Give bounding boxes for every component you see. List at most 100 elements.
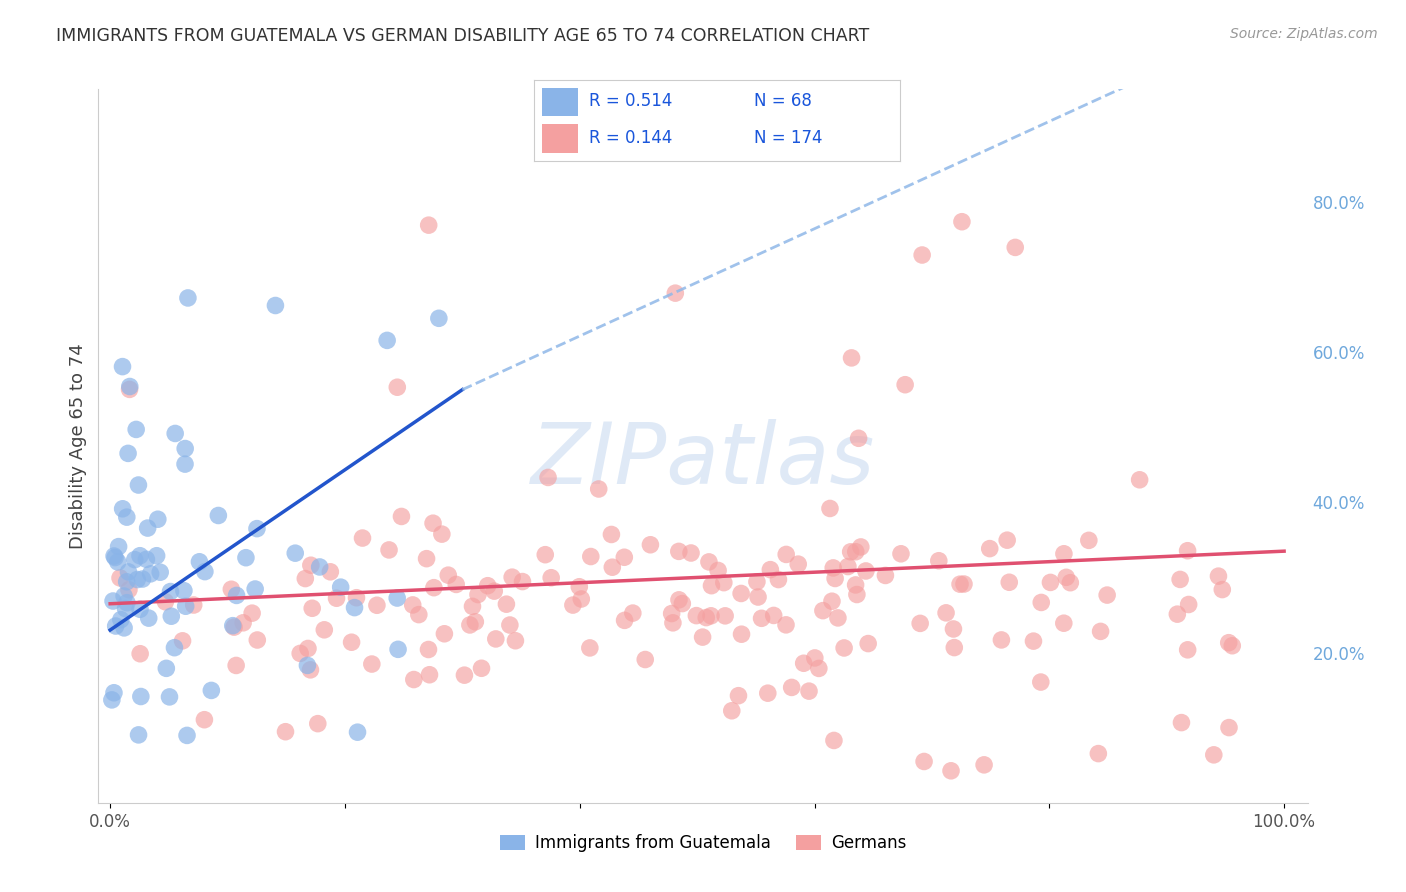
Point (1218, 636, 1240, 650)
Point (159, 584, 181, 599)
Point (588, 482, 610, 496)
Point (402, 598, 425, 612)
Point (1220, 639, 1243, 653)
Point (107, 555, 129, 569)
Point (418, 218, 440, 232)
Point (418, 642, 440, 657)
Point (114, 601, 136, 615)
Point (188, 555, 211, 569)
Point (499, 618, 522, 632)
Point (124, 552, 146, 566)
Point (762, 608, 785, 623)
Point (284, 546, 307, 560)
Point (107, 540, 129, 554)
Point (299, 558, 322, 573)
Point (751, 611, 773, 625)
Point (714, 608, 737, 623)
Point (139, 566, 162, 581)
Point (458, 618, 481, 632)
Point (797, 684, 820, 698)
Point (1170, 715, 1192, 730)
Point (128, 728, 150, 742)
Point (308, 560, 330, 574)
Point (953, 577, 976, 591)
Bar (541, 87, 578, 116)
Point (402, 673, 425, 687)
Point (387, 642, 409, 657)
Point (613, 550, 636, 565)
Text: R = 0.144: R = 0.144 (589, 129, 672, 147)
Point (730, 627, 752, 641)
Point (1053, 547, 1076, 561)
Point (1087, 747, 1109, 761)
Point (117, 565, 139, 579)
Point (246, 522, 269, 536)
Point (294, 572, 316, 586)
Point (461, 599, 484, 614)
Point (193, 713, 215, 727)
Point (118, 383, 141, 397)
Point (1054, 570, 1077, 584)
Point (177, 291, 200, 305)
Point (115, 574, 138, 589)
Point (346, 725, 368, 739)
Point (600, 527, 623, 541)
Point (319, 565, 342, 579)
Point (1177, 642, 1199, 657)
Point (207, 508, 229, 523)
Point (811, 604, 834, 618)
Point (160, 609, 183, 624)
Point (301, 601, 323, 615)
Point (146, 512, 169, 526)
Point (307, 716, 329, 731)
Text: N = 68: N = 68 (754, 92, 811, 110)
Point (103, 686, 125, 700)
Point (998, 575, 1021, 590)
Point (745, 574, 768, 589)
Point (391, 509, 413, 524)
Point (727, 689, 749, 703)
Point (101, 594, 124, 608)
Point (111, 501, 134, 516)
Point (821, 594, 844, 608)
Point (118, 582, 141, 597)
Point (848, 431, 870, 445)
Point (200, 683, 222, 698)
Point (467, 588, 489, 602)
Point (839, 545, 862, 559)
Point (343, 600, 366, 615)
Point (1218, 721, 1240, 735)
Point (759, 563, 782, 577)
Point (1090, 624, 1112, 639)
Point (832, 640, 855, 655)
Point (352, 531, 374, 545)
Point (807, 661, 830, 675)
Point (939, 764, 962, 778)
Point (176, 728, 198, 742)
Point (661, 607, 683, 621)
Point (1129, 473, 1152, 487)
Point (297, 658, 319, 673)
Point (568, 580, 591, 594)
Point (314, 623, 336, 637)
Bar (541, 125, 578, 153)
Point (299, 663, 322, 677)
Point (512, 574, 534, 589)
Point (1053, 616, 1076, 631)
Point (112, 589, 135, 603)
Point (235, 550, 257, 565)
Point (775, 548, 797, 562)
Point (385, 591, 408, 605)
Point (856, 636, 879, 650)
Point (135, 552, 157, 566)
Point (222, 620, 245, 634)
Point (697, 555, 720, 569)
Point (720, 704, 742, 718)
Legend: Immigrants from Guatemala, Germans: Immigrants from Guatemala, Germans (494, 828, 912, 859)
Text: ZIPatlas: ZIPatlas (531, 418, 875, 502)
Point (174, 457, 197, 471)
Point (1202, 747, 1225, 762)
Point (707, 564, 730, 578)
Point (695, 610, 717, 624)
Point (775, 618, 797, 632)
